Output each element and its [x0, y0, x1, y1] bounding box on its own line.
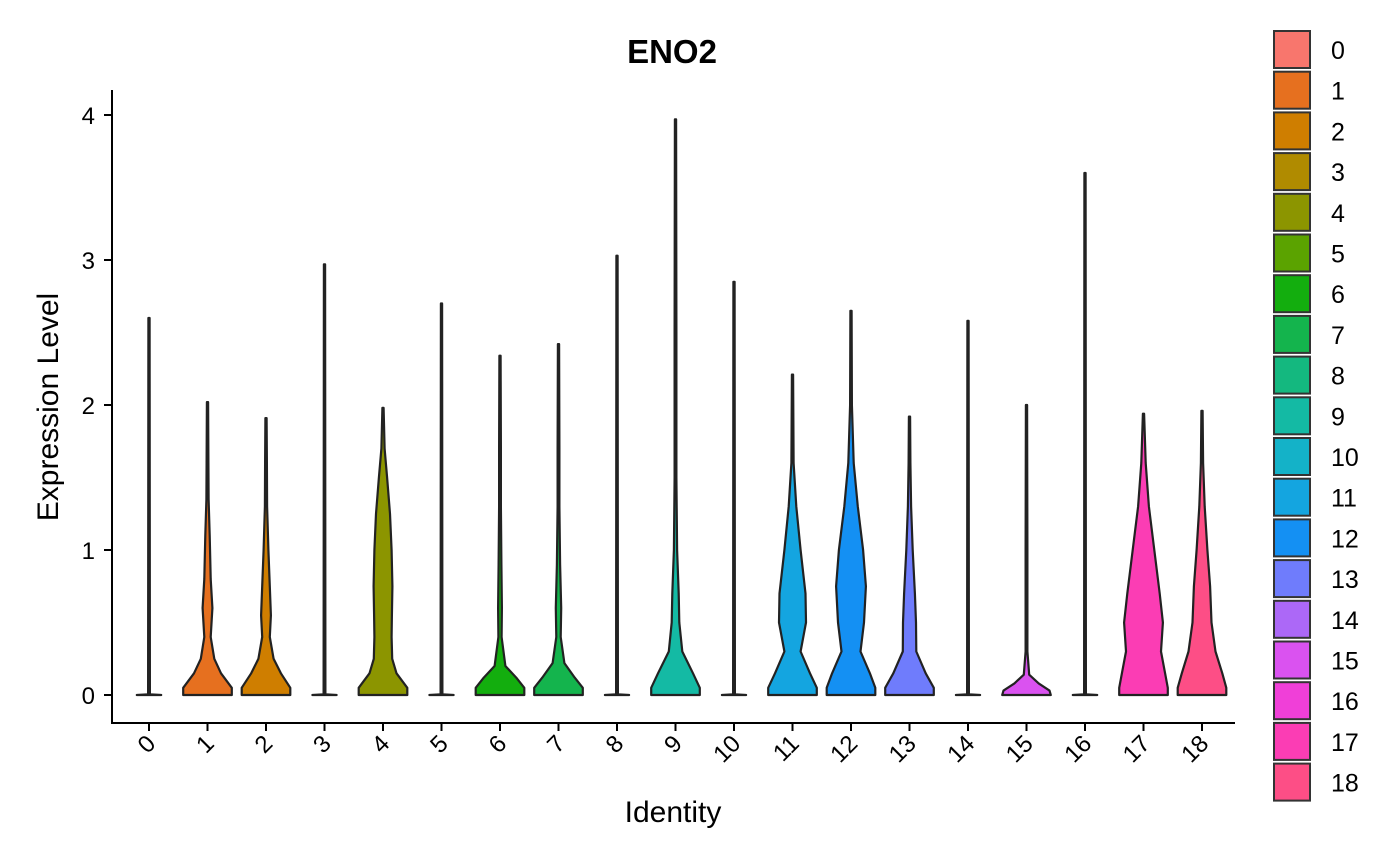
- x-tick-label: 10: [708, 730, 746, 768]
- x-tick-label: 17: [1118, 730, 1156, 768]
- x-tick-label: 14: [942, 730, 980, 768]
- legend-key-10: [1273, 437, 1311, 476]
- legend-label-5: 5: [1331, 241, 1345, 269]
- y-tick-label: 4: [82, 103, 95, 130]
- x-tick-label: 8: [601, 730, 630, 759]
- legend-key-0: [1273, 30, 1311, 69]
- legend-key-11: [1273, 477, 1311, 517]
- legend-key-13: [1273, 559, 1311, 599]
- legend-key-15: [1273, 640, 1311, 680]
- legend-label-1: 1: [1331, 78, 1345, 106]
- y-tick-label: 0: [82, 683, 95, 710]
- legend-key-17: [1273, 721, 1311, 761]
- legend-label-4: 4: [1331, 200, 1345, 228]
- legend-label-18: 18: [1331, 770, 1359, 798]
- legend-key-1: [1273, 70, 1311, 110]
- y-axis-ticks: 0 1 2 3 4: [82, 103, 112, 710]
- violin-cluster-17: [1118, 412, 1169, 697]
- legend-key-16: [1273, 681, 1311, 721]
- legend-label-2: 2: [1331, 118, 1345, 146]
- legend-key-12: [1273, 518, 1311, 558]
- x-tick-label: 13: [884, 730, 922, 768]
- violin-cluster-12: [825, 309, 877, 697]
- legend-key-2: [1273, 111, 1311, 151]
- violin-cluster-16: [1071, 171, 1099, 697]
- legend-key-8: [1273, 355, 1311, 395]
- legend-key-9: [1273, 396, 1311, 436]
- legend-key-5: [1273, 233, 1311, 273]
- legend-label-9: 9: [1331, 403, 1345, 431]
- violin-cluster-3: [311, 263, 338, 697]
- legend-key-18: [1273, 762, 1311, 802]
- x-tick-label: 5: [425, 730, 454, 759]
- legend-key-7: [1273, 314, 1311, 354]
- x-axis-ticks: 0 1 2 3 4 5 6 7 8 9 10 11 12 13 14 15 16 17 18: [133, 723, 1214, 768]
- legend-key-4: [1273, 192, 1311, 232]
- y-tick-label: 1: [82, 538, 95, 565]
- x-tick-label: 0: [133, 730, 162, 759]
- violin-cluster-7: [533, 343, 584, 697]
- violin-cluster-0: [135, 316, 163, 697]
- violin-cluster-5: [428, 302, 455, 697]
- x-tick-label: 16: [1059, 730, 1097, 768]
- violin-cluster-8: [603, 254, 631, 697]
- legend-label-16: 16: [1331, 688, 1359, 716]
- x-tick-label: 3: [308, 730, 337, 759]
- violin-group: [135, 118, 1228, 697]
- chart-title: ENO2: [627, 33, 717, 70]
- legend-label-11: 11: [1331, 485, 1357, 513]
- x-axis-title: Identity: [625, 796, 722, 829]
- violin-cluster-11: [767, 373, 818, 697]
- violin-cluster-10: [720, 280, 748, 697]
- legend-label-10: 10: [1331, 444, 1359, 472]
- legend-label-8: 8: [1331, 363, 1345, 391]
- x-tick-label: 4: [367, 730, 396, 759]
- y-tick-label: 3: [82, 248, 95, 275]
- violin-cluster-14: [954, 319, 982, 697]
- legend-key-3: [1273, 152, 1311, 192]
- x-tick-label: 12: [825, 730, 863, 768]
- legend-label-12: 12: [1331, 525, 1359, 553]
- y-axis-title: Expression Level: [32, 293, 65, 521]
- legend-label-14: 14: [1331, 607, 1359, 635]
- violin-cluster-13: [884, 415, 935, 697]
- violin-cluster-18: [1176, 409, 1228, 697]
- x-tick-label: 15: [1001, 730, 1039, 768]
- legend-key-6: [1273, 274, 1311, 314]
- violin-cluster-9: [650, 118, 701, 697]
- legend-label-7: 7: [1331, 322, 1345, 350]
- x-tick-label: 2: [250, 730, 279, 759]
- legend-label-13: 13: [1331, 566, 1359, 594]
- legend-label-3: 3: [1331, 159, 1345, 187]
- x-tick-label: 9: [659, 730, 688, 759]
- x-tick-label: 11: [768, 730, 805, 767]
- legend-label-15: 15: [1331, 648, 1359, 676]
- violin-cluster-6: [474, 354, 526, 697]
- x-tick-label: 7: [542, 730, 571, 759]
- x-tick-label: 18: [1176, 730, 1214, 768]
- y-tick-label: 2: [82, 393, 95, 420]
- x-tick-label: 6: [484, 730, 513, 759]
- x-tick-label: 1: [191, 730, 220, 759]
- legend-label-17: 17: [1331, 729, 1359, 757]
- legend-key-14: [1273, 599, 1311, 639]
- violin-cluster-2: [240, 417, 292, 697]
- violin-cluster-1: [182, 401, 233, 697]
- violin-cluster-15: [1001, 403, 1052, 697]
- legend-label-6: 6: [1331, 281, 1345, 309]
- legend-label-0: 0: [1331, 37, 1345, 65]
- violin-cluster-4: [357, 406, 409, 697]
